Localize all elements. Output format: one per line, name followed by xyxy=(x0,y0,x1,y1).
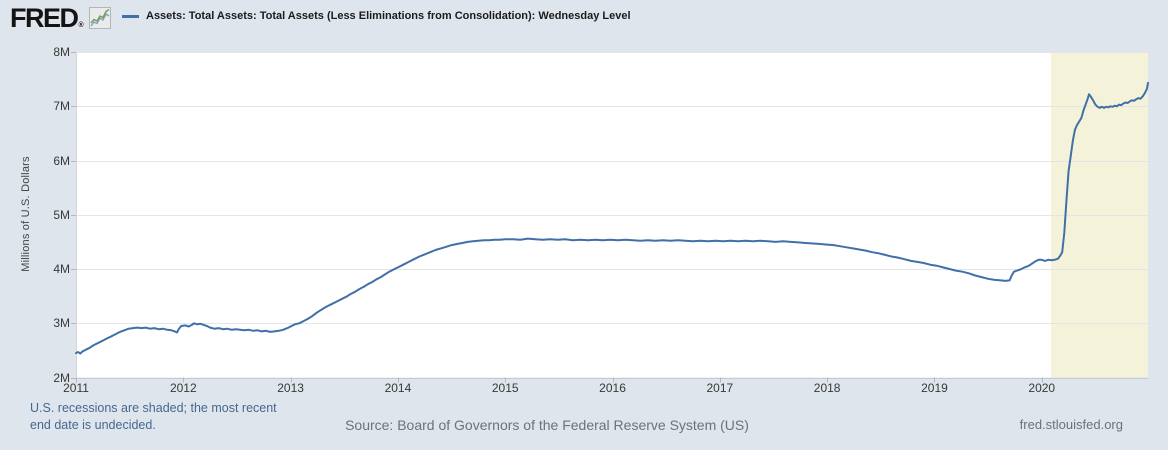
y-axis-tick-label: 2M xyxy=(53,370,70,385)
y-axis-tick-label: 4M xyxy=(53,262,70,276)
fred-site-url: fred.stlouisfed.org xyxy=(1019,417,1123,432)
y-axis-tick-label: 7M xyxy=(53,99,70,114)
registered-trademark-symbol: ® xyxy=(78,22,84,29)
y-axis-tick-label: 5M xyxy=(53,207,70,222)
recession-note-line1: U.S. recessions are shaded; the most rec… xyxy=(30,401,277,415)
y-axis-tick-label: 8M xyxy=(53,45,70,59)
sparkline-chart-icon xyxy=(88,7,111,29)
x-axis-tick-label: 2014 xyxy=(384,380,412,395)
recession-note-line2: end date is undecided. xyxy=(30,418,156,432)
x-axis-tick-label: 2020 xyxy=(1028,380,1056,395)
x-axis-tick-label: 2011 xyxy=(63,380,89,395)
fred-logo-text: FRED xyxy=(10,2,79,33)
data-line-total-assets xyxy=(75,81,1149,355)
recession-note: U.S. recessions are shaded; the most rec… xyxy=(30,400,277,434)
fred-logo: FRED ® xyxy=(10,3,111,33)
legend-line-swatch xyxy=(122,14,139,18)
x-axis-tick-label: 2013 xyxy=(277,380,304,395)
source-attribution: Source: Board of Governors of the Federa… xyxy=(345,417,749,433)
x-axis-tick-label: 2015 xyxy=(491,380,519,395)
x-axis-tick-label: 2012 xyxy=(169,380,197,395)
x-axis-tick-label: 2016 xyxy=(599,380,626,395)
chart-legend: Assets: Total Assets: Total Assets (Less… xyxy=(122,10,631,22)
y-axis-tick-label: 6M xyxy=(53,153,70,168)
x-axis-tick-label: 2017 xyxy=(706,380,734,395)
x-axis-tick-label: 2018 xyxy=(813,380,841,395)
legend-series-label: Assets: Total Assets: Total Assets (Less… xyxy=(146,10,631,22)
y-axis-tick-label: 3M xyxy=(53,316,70,331)
x-axis-tick-label: 2019 xyxy=(921,380,948,395)
